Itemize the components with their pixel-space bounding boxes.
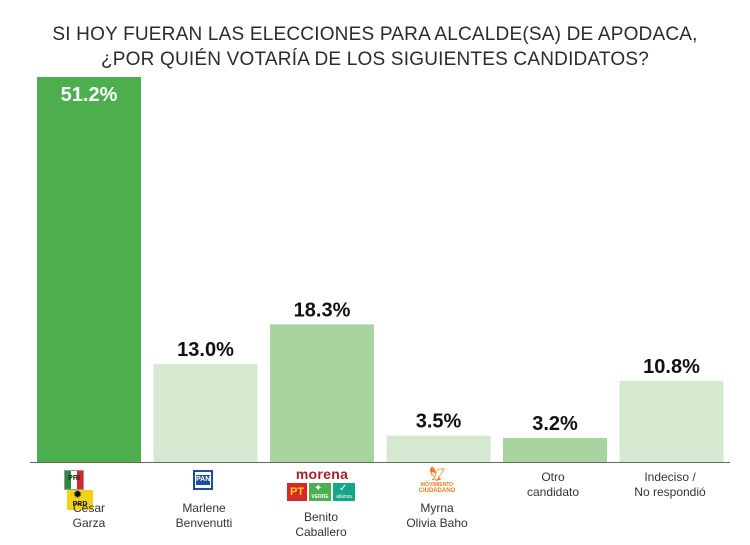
category-label-marlene-benvenutti: Marlene Benvenutti [152, 501, 256, 531]
alianza-logo-text: alianza [336, 494, 352, 500]
movimiento-ciudadano-logo: 🦅︎ MOVIMIENTO CIUDADANO [412, 467, 462, 495]
bar-1 [153, 364, 258, 462]
mc-logo-text-1: MOVIMIENTO [420, 482, 454, 488]
verde-logo-text: VERDE [311, 494, 329, 500]
mc-logo-text-2: CIUDADANO [418, 488, 456, 494]
chart-title: SI HOY FUERAN LAS ELECCIONES PARA ALCALD… [0, 22, 750, 72]
data-label-3: 3.5% [416, 411, 462, 433]
category-label-line: Indeciso / [644, 470, 696, 484]
category-label-indeciso: Indeciso / No respondió [618, 470, 722, 500]
morena-logo-text: morena [295, 466, 349, 482]
category-label-line: Caballero [295, 525, 347, 539]
data-label-2: 18.3% [294, 299, 351, 321]
category-label-myrna-olivia-baho: Myrna Olivia Baho [385, 501, 489, 531]
category-label-line: Marlene [182, 501, 226, 515]
bar-3 [386, 435, 491, 462]
eagle-icon: 🦅︎ [427, 466, 447, 483]
category-label-line: No respondió [634, 485, 706, 499]
alianza-logo: ✓ alianza [333, 483, 355, 501]
toucan-icon: ✦ [314, 483, 323, 494]
sun-icon: ✹ [73, 489, 83, 501]
pt-logo: PT [287, 483, 307, 501]
category-label-benito-caballero: Benito Caballero [269, 510, 373, 540]
title-line-2: ¿POR QUIÉN VOTARÍA DE LOS SIGUIENTES CAN… [100, 49, 650, 70]
category-label-cesar-garza: César Garza [37, 501, 141, 531]
category-label-line: Benvenutti [175, 516, 233, 530]
pri-logo-text: PRI [68, 475, 80, 482]
bar-2 [270, 324, 374, 462]
data-label-5: 10.8% [643, 356, 700, 378]
category-label-line: Olivia Baho [406, 516, 468, 530]
data-label-0: 51.2% [61, 84, 118, 106]
bar-0 [37, 77, 141, 462]
category-label-line: Otro [541, 470, 565, 484]
verde-logo: ✦ VERDE [309, 483, 331, 501]
pan-logo-text: PAN [196, 475, 211, 485]
prd-logo-text: PRD [72, 501, 88, 508]
pan-logo: PAN [193, 470, 213, 490]
pri-prd-logo: PRI ✹ PRD [64, 470, 114, 510]
prd-logo: ✹ PRD [67, 490, 93, 510]
data-label-1: 13.0% [177, 339, 234, 361]
bar-4 [503, 437, 607, 462]
title-line-1: SI HOY FUERAN LAS ELECCIONES PARA ALCALD… [52, 24, 698, 45]
pri-logo: PRI [64, 470, 84, 490]
category-label-line: candidato [526, 485, 580, 499]
bar-5 [619, 380, 724, 462]
category-label-otro-candidato: Otro candidato [501, 470, 605, 500]
category-label-line: Benito [303, 510, 339, 524]
category-label-line: Myrna [420, 501, 454, 515]
data-label-4: 3.2% [532, 413, 578, 435]
category-label-line: César [72, 501, 105, 515]
category-label-line: Garza [72, 516, 106, 530]
check-icon: ✓ [339, 483, 348, 494]
morena-coalition-logo: morena PT ✦ VERDE ✓ alianza [287, 467, 357, 503]
